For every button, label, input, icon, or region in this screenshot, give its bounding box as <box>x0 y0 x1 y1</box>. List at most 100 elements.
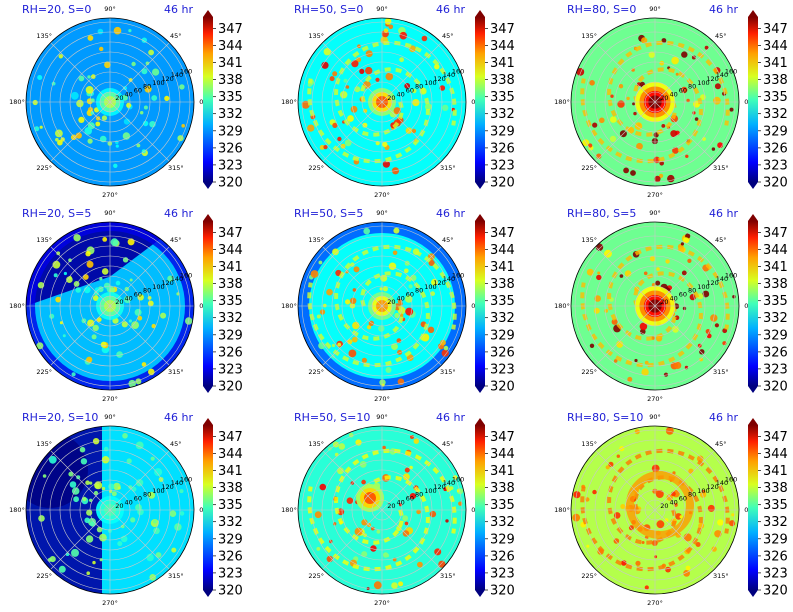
panel-time-label: 46 hr <box>436 207 465 220</box>
radial-tick-label: 160 <box>725 67 737 75</box>
angular-tick-label: 90° <box>376 5 388 13</box>
radial-tick-label: 60 <box>134 291 142 299</box>
radial-tick-label: 40 <box>670 498 678 506</box>
angular-tick-label: 315° <box>440 368 456 376</box>
angular-tick-label: 180° <box>554 98 570 106</box>
colorbar-tick-label: 341 <box>763 464 788 479</box>
colorbar-tick-label: 335 <box>490 498 515 513</box>
radial-tick-label: 140 <box>716 479 728 487</box>
colorbar-tick-label: 335 <box>218 294 243 309</box>
colorbar-tick-label: 335 <box>218 498 243 513</box>
colorbar-tick-label: 341 <box>763 56 788 71</box>
polar-panel: 204060801001201401600°45°90°135°180°225°… <box>281 3 479 199</box>
colorbar-tick-label: 320 <box>218 380 243 395</box>
colorbar-tick-label: 341 <box>490 464 515 479</box>
radial-tick-label: 60 <box>134 495 142 503</box>
colorbar: 320 323 326 329 332 335 338 341 344 347 <box>748 418 788 599</box>
colorbar-tick-label: 326 <box>763 549 788 564</box>
angular-tick-label: 315° <box>713 572 729 580</box>
colorbar-extend-min <box>203 182 213 189</box>
colorbar-gradient <box>748 221 758 386</box>
angular-tick-label: 90° <box>376 209 388 217</box>
plot-border <box>297 17 467 187</box>
colorbar: 320 323 326 329 332 335 338 341 344 347 <box>203 10 243 191</box>
colorbar-tick-label: 338 <box>218 277 243 292</box>
radial-tick-label: 100 <box>697 487 709 495</box>
panel-title: RH=50, S=10 <box>294 411 370 424</box>
colorbar-tick-label: 326 <box>490 141 515 156</box>
radial-tick-label: 160 <box>452 271 464 279</box>
panel-title: RH=50, S=5 <box>294 207 363 220</box>
angular-tick-label: 135° <box>308 236 324 244</box>
colorbar-gradient <box>203 17 213 182</box>
colorbar: 320 323 326 329 332 335 338 341 344 347 <box>475 418 515 599</box>
radial-tick-label: 160 <box>180 67 192 75</box>
colorbar-tick-label: 344 <box>763 447 788 462</box>
colorbar-extend-max <box>748 214 758 221</box>
colorbar: 320 323 326 329 332 335 338 341 344 347 <box>203 418 243 599</box>
radial-tick-label: 40 <box>125 90 133 98</box>
colorbar-tick-label: 341 <box>218 56 243 71</box>
radial-tick-label: 100 <box>424 79 436 87</box>
colorbar-tick-label: 344 <box>218 447 243 462</box>
angular-tick-label: 135° <box>581 32 597 40</box>
angular-tick-label: 135° <box>36 32 52 40</box>
colorbar-tick-label: 326 <box>490 549 515 564</box>
colorbar-tick-label: 332 <box>490 107 515 122</box>
radial-tick-label: 120 <box>161 279 173 287</box>
angular-tick-label: 225° <box>581 164 597 172</box>
colorbar-tick-label: 335 <box>763 498 788 513</box>
colorbar-tick-label: 341 <box>490 56 515 71</box>
colorbar-tick-label: 341 <box>490 260 515 275</box>
radial-tick-label: 20 <box>387 502 395 510</box>
colorbar-tick-label: 329 <box>763 328 788 343</box>
panel-time-label: 46 hr <box>709 3 738 16</box>
plot-border <box>25 17 195 187</box>
colorbar-extend-max <box>475 214 485 221</box>
colorbar-gradient <box>475 425 485 590</box>
colorbar-tick-label: 329 <box>490 532 515 547</box>
polar-panel: 204060801001201401600°45°90°135°180°225°… <box>281 411 479 607</box>
colorbar-tick-label: 326 <box>490 345 515 360</box>
plot-border <box>25 221 195 391</box>
colorbar-tick-label: 323 <box>490 362 515 377</box>
colorbar-tick-label: 320 <box>763 584 788 599</box>
angular-tick-label: 90° <box>104 209 116 217</box>
radial-tick-label: 80 <box>688 287 696 295</box>
angular-tick-label: 45° <box>442 236 454 244</box>
radial-tick-label: 80 <box>415 287 423 295</box>
colorbar-tick-label: 338 <box>763 481 788 496</box>
colorbar-tick-label: 320 <box>490 380 515 395</box>
colorbar-tick-label: 341 <box>218 464 243 479</box>
radial-tick-label: 60 <box>406 291 414 299</box>
angular-tick-label: 270° <box>374 395 390 403</box>
colorbar-tick-label: 347 <box>218 226 243 241</box>
angular-tick-label: 45° <box>170 440 182 448</box>
colorbar-tick-label: 335 <box>763 294 788 309</box>
colorbar-gradient <box>748 425 758 590</box>
angular-tick-label: 225° <box>36 164 52 172</box>
colorbar-tick-label: 332 <box>763 515 788 530</box>
colorbar-extend-max <box>475 10 485 17</box>
radial-tick-label: 20 <box>387 298 395 306</box>
colorbar-tick-label: 320 <box>490 584 515 599</box>
radial-tick-label: 80 <box>143 491 151 499</box>
radial-tick-label: 120 <box>433 75 445 83</box>
polar-grid <box>571 426 739 594</box>
panel-title: RH=20, S=5 <box>22 207 91 220</box>
colorbar-tick-label: 344 <box>218 39 243 54</box>
colorbar-extend-max <box>475 418 485 425</box>
colorbar-tick-label: 329 <box>218 328 243 343</box>
radial-tick-label: 60 <box>406 87 414 95</box>
colorbar-extend-min <box>748 182 758 189</box>
angular-tick-label: 45° <box>715 236 727 244</box>
angular-tick-label: 315° <box>168 368 184 376</box>
colorbar-extend-max <box>748 418 758 425</box>
radial-tick-label: 120 <box>706 279 718 287</box>
colorbar-tick-label: 329 <box>218 124 243 139</box>
colorbar-tick-label: 332 <box>218 311 243 326</box>
angular-tick-label: 45° <box>715 32 727 40</box>
colorbar-tick-label: 344 <box>763 39 788 54</box>
polar-grid <box>571 18 739 186</box>
angular-tick-label: 225° <box>581 368 597 376</box>
